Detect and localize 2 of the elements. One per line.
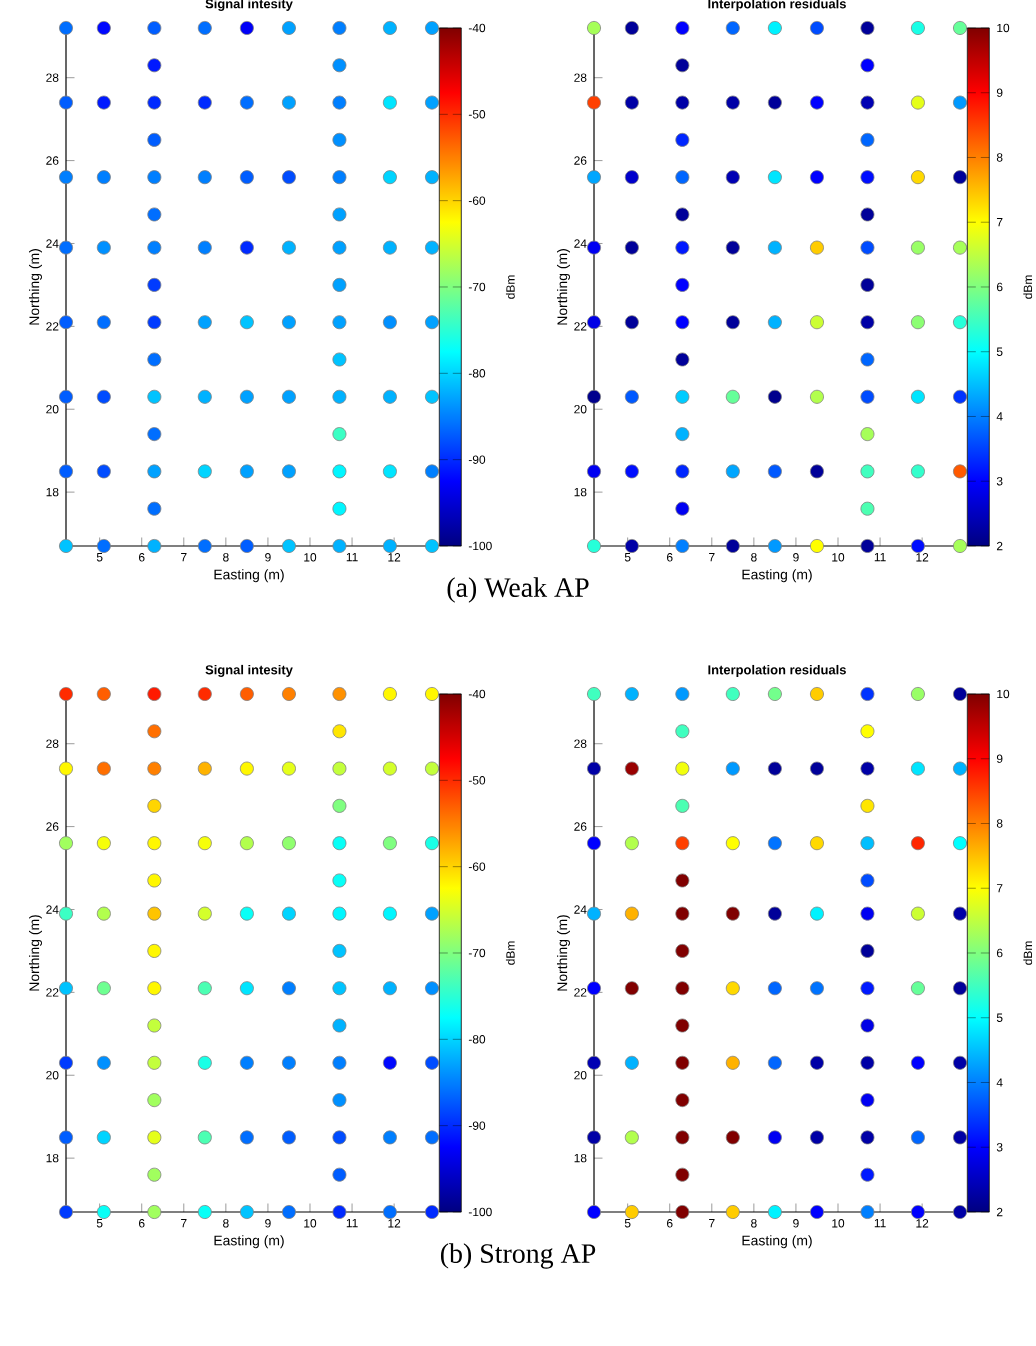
text: (b) Strong AP (440, 1243, 596, 1269)
text: (a) Weak AP (447, 577, 589, 603)
